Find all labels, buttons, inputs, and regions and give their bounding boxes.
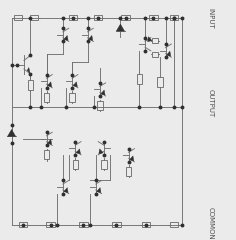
Bar bbox=[152, 38, 158, 43]
Bar bbox=[28, 80, 33, 90]
Bar bbox=[170, 15, 178, 20]
Polygon shape bbox=[64, 188, 68, 193]
Polygon shape bbox=[88, 36, 93, 41]
Bar bbox=[137, 74, 142, 84]
Polygon shape bbox=[73, 82, 77, 87]
Bar bbox=[157, 77, 163, 87]
Polygon shape bbox=[47, 82, 52, 87]
Polygon shape bbox=[8, 129, 16, 137]
Bar bbox=[79, 222, 88, 227]
Bar bbox=[19, 222, 27, 227]
Bar bbox=[44, 93, 49, 102]
Bar bbox=[121, 15, 130, 20]
Bar bbox=[69, 93, 75, 102]
Bar bbox=[149, 15, 157, 20]
Bar bbox=[73, 160, 78, 169]
Bar bbox=[152, 52, 158, 57]
Bar bbox=[142, 222, 150, 227]
Text: OUTPUT: OUTPUT bbox=[208, 90, 214, 118]
Polygon shape bbox=[97, 188, 101, 193]
Polygon shape bbox=[27, 67, 30, 73]
Bar bbox=[30, 15, 38, 20]
Bar bbox=[101, 160, 107, 169]
Polygon shape bbox=[148, 37, 152, 42]
Polygon shape bbox=[47, 139, 52, 144]
Polygon shape bbox=[76, 149, 80, 154]
Polygon shape bbox=[130, 156, 134, 161]
Polygon shape bbox=[64, 36, 68, 41]
Polygon shape bbox=[101, 90, 105, 95]
Text: INPUT: INPUT bbox=[208, 8, 214, 29]
Bar bbox=[112, 222, 121, 227]
Bar bbox=[170, 222, 178, 227]
Polygon shape bbox=[99, 149, 103, 154]
Bar bbox=[13, 15, 22, 20]
Bar bbox=[97, 101, 103, 110]
Bar bbox=[69, 15, 77, 20]
Text: COMMON: COMMON bbox=[208, 207, 214, 240]
Bar bbox=[94, 15, 102, 20]
Bar bbox=[46, 222, 55, 227]
Polygon shape bbox=[166, 51, 171, 56]
Polygon shape bbox=[116, 24, 125, 31]
Bar bbox=[126, 167, 131, 176]
Bar bbox=[44, 150, 49, 159]
